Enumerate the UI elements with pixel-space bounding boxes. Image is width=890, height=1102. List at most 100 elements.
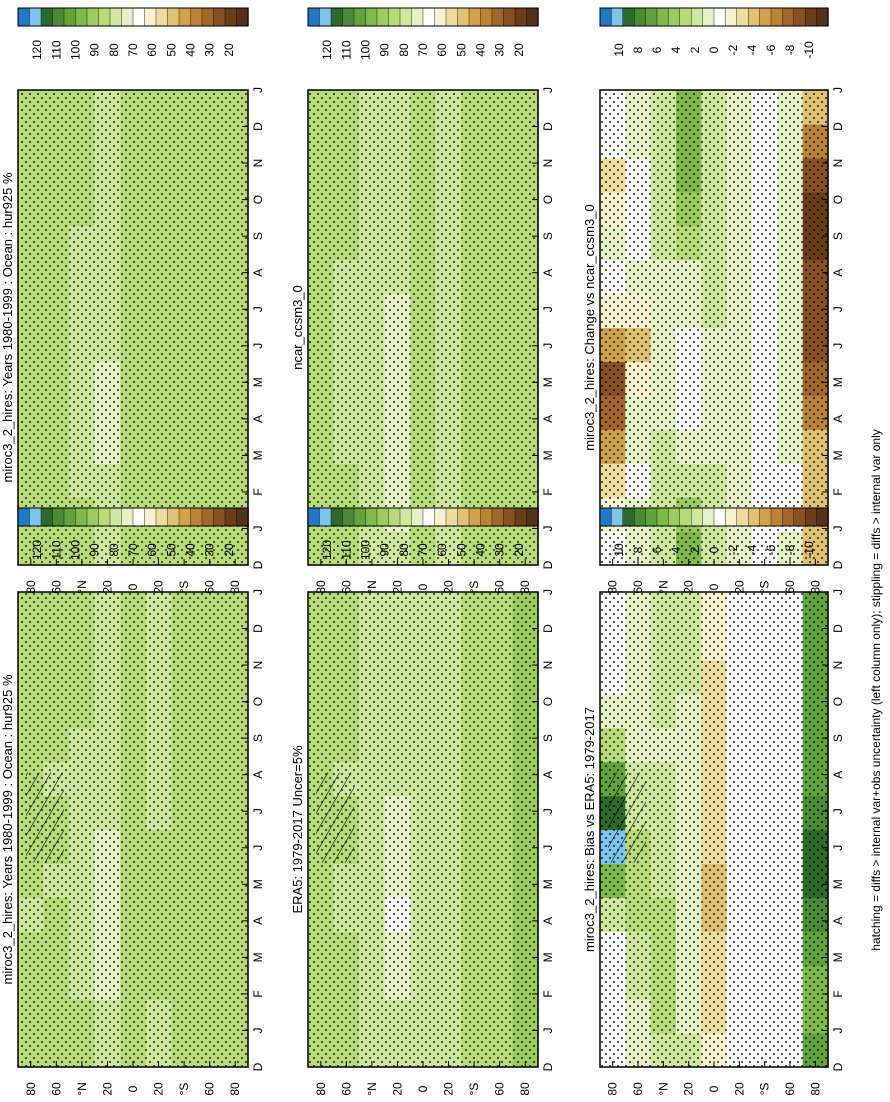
colorbar-swatch <box>713 7 727 27</box>
colorbar-tick-label: 60 <box>145 543 159 557</box>
colorbar-tick-label: 4 <box>669 46 683 53</box>
x-tick-label: J <box>541 808 555 814</box>
colorbar-tick-label: 90 <box>378 43 392 57</box>
colorbar-swatch <box>40 7 54 27</box>
colorbar-swatch <box>793 7 806 27</box>
colorbar-swatch <box>445 7 459 27</box>
x-tick-label: J <box>831 343 845 349</box>
y-tick-label: 80 <box>518 580 532 594</box>
colorbar-swatch <box>599 507 613 527</box>
colorbar-tick-label: 50 <box>164 43 178 57</box>
colorbar-swatch <box>236 7 249 27</box>
colorbar-tick-label: 70 <box>416 543 430 557</box>
colorbar-tick-label: 100 <box>69 540 83 560</box>
x-tick-label: M <box>541 450 555 460</box>
colorbar-swatch <box>634 7 647 27</box>
y-tick-label: 60 <box>783 1082 797 1096</box>
colorbar-tick-label: -6 <box>764 544 778 555</box>
x-tick-label: D <box>541 122 555 131</box>
colorbar-tick-label: 90 <box>378 543 392 557</box>
colorbar-swatch <box>75 7 88 27</box>
x-tick-label: D <box>831 122 845 131</box>
colorbar-tick-label: 6 <box>650 46 664 53</box>
colorbar-swatch <box>503 7 516 27</box>
colorbar-swatch <box>770 7 784 27</box>
colorbar-swatch <box>132 7 146 27</box>
x-tick-label: J <box>541 1027 555 1033</box>
colorbar-tick-label: 6 <box>650 546 664 553</box>
colorbar-tick-label: 120 <box>30 540 44 560</box>
colorbar-swatch <box>178 507 192 527</box>
y-tick-label: °N <box>75 580 89 593</box>
y-tick-label: 60 <box>203 580 217 594</box>
x-tick-label: S <box>541 734 555 742</box>
y-tick-label: 60 <box>783 580 797 594</box>
y-tick-label: 60 <box>49 1082 63 1096</box>
colorbar-swatch <box>748 507 761 527</box>
x-tick-label: J <box>541 306 555 312</box>
stipple-overlay <box>600 90 828 565</box>
panel-title: miroc3_2_hires: Years 1980-1999 : Ocean … <box>0 172 15 482</box>
colorbar-swatch <box>736 7 749 27</box>
colorbar-tick-label: 50 <box>454 543 468 557</box>
colorbar-tick-label: 40 <box>184 543 198 557</box>
y-tick-label: 60 <box>493 1082 507 1096</box>
panel-title: ERA5: 1979-2017 Uncer=5% <box>290 745 305 913</box>
x-tick-label: J <box>541 845 555 851</box>
colorbar-tick-label: 40 <box>184 43 198 57</box>
y-tick-label: °S <box>758 1083 772 1096</box>
colorbar-swatch <box>759 507 772 527</box>
colorbar-tick-label: 60 <box>435 543 449 557</box>
colorbar-swatch <box>132 507 146 527</box>
x-tick-label: J <box>251 589 265 595</box>
colorbar-swatch <box>679 507 692 527</box>
colorbar-swatch <box>691 7 704 27</box>
x-tick-label: O <box>831 697 845 706</box>
colorbar-tick-label: -8 <box>783 544 797 555</box>
colorbar-swatch <box>121 7 134 27</box>
x-tick-label: A <box>541 917 555 925</box>
colorbar-swatch <box>319 7 332 27</box>
colorbar-tick-label: 70 <box>126 543 140 557</box>
y-tick-label: 0 <box>707 1085 721 1092</box>
y-tick-label: 60 <box>339 1082 353 1096</box>
colorbar-swatch <box>144 7 157 27</box>
x-tick-label: M <box>831 377 845 387</box>
colorbar-swatch <box>86 507 100 527</box>
colorbar-swatch <box>611 507 624 527</box>
y-tick-label: 20 <box>152 1082 166 1096</box>
y-tick-label: 60 <box>631 1082 645 1096</box>
x-tick-label: O <box>541 697 555 706</box>
y-tick-label: 80 <box>24 1082 38 1096</box>
colorbar-swatch <box>342 7 355 27</box>
x-tick-label: D <box>251 122 265 131</box>
x-tick-label: A <box>251 771 265 779</box>
hatch-overlay <box>608 772 646 863</box>
colorbar-tick-label: 120 <box>30 40 44 60</box>
y-tick-label: 80 <box>518 1082 532 1096</box>
colorbar-swatch <box>201 507 215 527</box>
colorbar-swatch <box>422 7 436 27</box>
y-tick-label: 20 <box>682 580 696 594</box>
colorbar-tick-label: 30 <box>203 543 217 557</box>
colorbar-swatch <box>17 507 31 527</box>
colorbar-tick-label: 40 <box>474 543 488 557</box>
y-tick-label: 80 <box>606 1082 620 1096</box>
y-tick-label: 0 <box>416 583 430 590</box>
x-tick-label: N <box>831 159 845 168</box>
colorbar-frame <box>599 7 829 27</box>
x-tick-label: A <box>541 415 555 423</box>
colorbar-swatch <box>782 507 795 527</box>
colorbar-swatch <box>526 7 539 27</box>
panel-3: D J F M A M J J A S O N D J 80 60 °N 20 0 20 °S 60 80 ncar_ccsm… <box>290 7 555 594</box>
colorbar-tick-label: 110 <box>49 540 63 559</box>
colorbar-tick-label: 100 <box>69 40 83 60</box>
colorbar-tick-label: 0 <box>707 546 721 553</box>
y-tick-label: 20 <box>442 1082 456 1096</box>
x-tick-label: A <box>251 269 265 277</box>
colorbar-swatch <box>611 7 624 27</box>
colorbar-swatch <box>224 507 238 527</box>
x-tick-label: J <box>831 306 845 312</box>
